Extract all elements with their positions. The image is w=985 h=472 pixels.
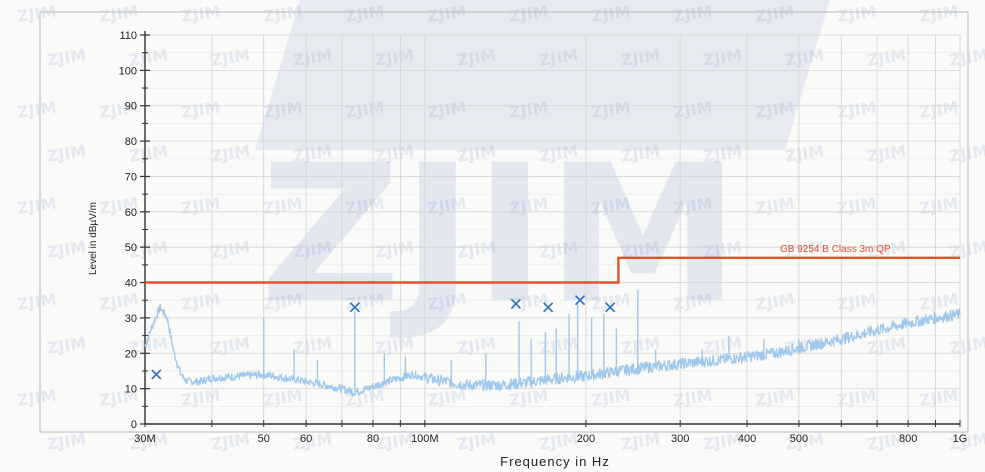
- x-axis-label: Frequency in Hz: [500, 454, 610, 469]
- x-tick-label: 30M: [134, 433, 155, 445]
- y-tick-label: 100: [119, 65, 137, 77]
- y-tick-label: 70: [125, 171, 137, 183]
- marker-stroke: [349, 302, 360, 313]
- marker-stroke: [543, 302, 554, 313]
- y-axis-label: Level in dBµV/m: [88, 202, 99, 275]
- y-tick-label: 90: [125, 101, 137, 113]
- watermark-text: ZJIM: [948, 141, 985, 165]
- marker-stroke: [605, 302, 616, 313]
- marker-x: [510, 298, 522, 309]
- limit-line-label: GB 9254 B Class 3m QP: [780, 244, 891, 255]
- plot-frame: [39, 11, 969, 433]
- x-tick-label: 80: [367, 433, 379, 445]
- limit-line: [145, 256, 960, 284]
- markers: [151, 295, 616, 380]
- y-tick-label: 40: [125, 278, 137, 290]
- y-tick-label: 20: [125, 348, 137, 360]
- x-tick-label: 300: [671, 433, 689, 445]
- marker-x: [605, 302, 616, 313]
- watermark-logo: ZJIM: [255, 0, 830, 345]
- marker-stroke: [574, 295, 586, 306]
- trace-line: [144, 303, 961, 397]
- watermark-logo-text: ZJIM: [260, 124, 740, 345]
- y-tick-label: 80: [125, 136, 137, 148]
- watermark-text: ZJIM: [948, 429, 985, 453]
- watermark-band: [255, 0, 830, 150]
- x-tick-label: 400: [738, 433, 756, 445]
- y-tick-label: 110: [119, 30, 137, 42]
- marker-x: [543, 302, 554, 313]
- marker-stroke: [151, 369, 162, 380]
- x-tick-label: 60: [300, 433, 312, 445]
- x-tick-label: 50: [258, 433, 270, 445]
- x-tick-label: 500: [790, 433, 808, 445]
- y-tick-label: 60: [125, 207, 137, 219]
- marker-x: [151, 369, 162, 380]
- x-tick-label: 100M: [411, 433, 439, 445]
- measurement-trace: [144, 289, 961, 397]
- x-tick-label: 1G: [953, 433, 968, 445]
- limit-line-path: [145, 256, 960, 284]
- x-tick-label: 800: [899, 433, 917, 445]
- axes: 0 10 20 30 40 50 60 70 80 90 100 110 30M 50 60 80 100M 20…: [119, 30, 968, 445]
- y-tick-label: 0: [131, 419, 137, 431]
- y-tick-label: 50: [125, 242, 137, 254]
- marker-x: [574, 295, 586, 306]
- y-tick-label: 10: [125, 384, 137, 396]
- y-tick-label: 30: [125, 313, 137, 325]
- watermark-text: ZJIM: [948, 45, 985, 69]
- marker-x: [349, 302, 360, 313]
- x-tick-label: 200: [577, 433, 595, 445]
- marker-stroke: [510, 298, 522, 309]
- watermark-text: ZJIM: [948, 333, 985, 357]
